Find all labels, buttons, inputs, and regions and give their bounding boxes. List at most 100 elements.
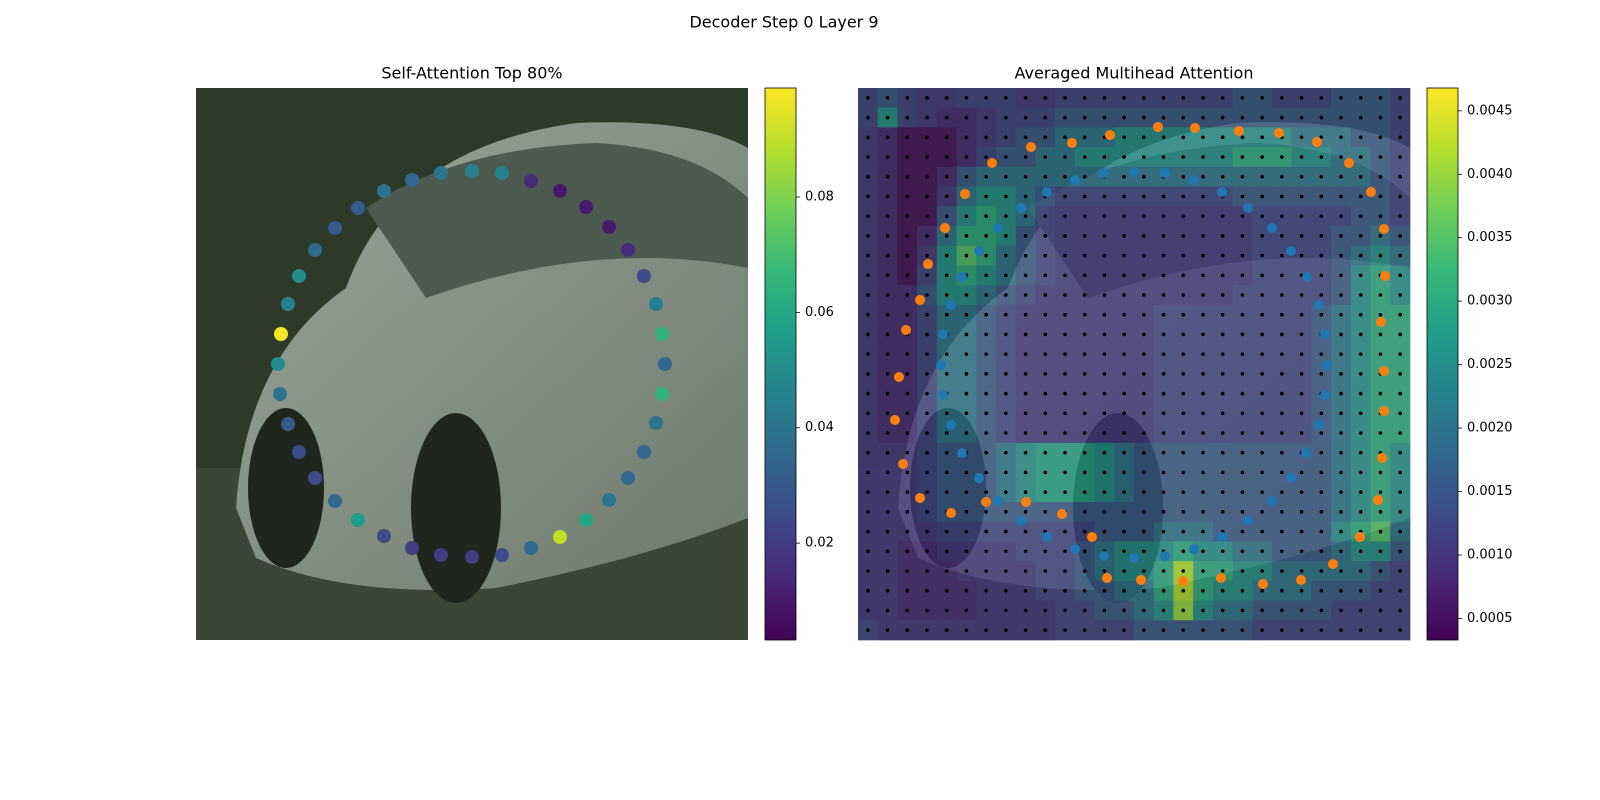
grid-dot [1142,628,1146,632]
grid-dot [1043,174,1048,179]
grid-dot [1004,234,1008,238]
grid-dot [1181,312,1186,317]
grid-dot [984,332,988,337]
grid-dot [1378,174,1383,179]
grid-dot [944,293,949,297]
attention-point [274,327,288,341]
grid-dot [1201,372,1205,376]
grid-dot [1240,234,1245,238]
grid-dot [1378,312,1383,317]
grid-dot [1023,273,1028,278]
keypoint [1217,532,1227,542]
grid-dot [1220,588,1225,593]
grid-dot [944,253,949,258]
grid-dot [1122,391,1126,396]
grid-dot [1102,214,1107,218]
grid-dot [1122,96,1126,100]
grid-dot [944,273,949,278]
grid-dot [1260,293,1264,297]
keypoint [987,158,997,168]
grid-dot [1161,628,1166,632]
grid-dot [1102,431,1107,435]
grid-dot [1181,411,1186,416]
grid-dot [964,155,969,159]
grid-dot [1201,431,1205,435]
grid-dot [905,293,910,297]
grid-dot [964,214,969,218]
attention-point [281,297,295,311]
grid-dot [1082,529,1087,534]
grid-dot [1102,96,1107,100]
grid-dot [866,431,870,435]
grid-dot [1181,450,1186,455]
grid-dot [1023,431,1028,435]
keypoint [938,390,948,400]
grid-dot [1299,293,1304,297]
grid-dot [984,372,988,376]
grid-dot [1122,174,1126,179]
grid-dot [1378,490,1383,494]
grid-dot [1398,312,1402,317]
grid-dot [1339,194,1343,199]
grid-dot [1358,312,1363,317]
grid-dot [1082,194,1087,199]
grid-dot [866,549,870,554]
grid-dot [944,155,949,159]
grid-dot [1161,155,1166,159]
attention-point [292,445,306,459]
keypoint [1057,509,1067,519]
grid-dot [1299,510,1304,514]
grid-dot [1220,115,1225,120]
keypoint [936,360,946,370]
grid-dot [1358,549,1363,554]
grid-dot [1082,372,1087,376]
grid-dot [1082,273,1087,278]
grid-dot [1161,115,1166,120]
grid-dot [1004,549,1008,554]
grid-dot [1220,470,1225,475]
grid-dot [1082,115,1087,120]
grid-dot [1201,490,1205,494]
grid-dot [1299,352,1304,356]
grid-dot [1299,549,1304,554]
grid-dot [1378,155,1383,159]
grid-dot [1102,352,1107,356]
grid-dot [1063,273,1067,278]
grid-dot [1004,391,1008,396]
grid-dot [905,115,910,120]
grid-dot [1220,174,1225,179]
grid-dot [1299,332,1304,337]
attention-point [649,297,663,311]
keypoint [1286,473,1296,483]
grid-dot [1378,115,1383,120]
grid-dot [1220,411,1225,416]
grid-dot [866,352,870,356]
grid-dot [1339,372,1343,376]
keypoint [1366,187,1376,197]
grid-dot [1063,490,1067,494]
keypoint [1380,271,1390,281]
grid-dot [1181,529,1186,534]
grid-dot [866,253,870,258]
grid-dot [1142,174,1146,179]
grid-dot [885,470,890,475]
grid-dot [1240,470,1245,475]
grid-dot [1122,510,1126,514]
grid-dot [1220,352,1225,356]
grid-dot [1181,549,1186,554]
grid-dot [1181,115,1186,120]
grid-dot [1122,450,1126,455]
grid-dot [1260,549,1264,554]
grid-dot [1201,155,1205,159]
grid-dot [885,569,890,573]
grid-dot [905,608,910,613]
grid-dot [1398,194,1402,199]
grid-dot [1240,332,1245,337]
grid-dot [1181,234,1186,238]
keypoint [1190,123,1200,133]
grid-dot [1339,352,1343,356]
grid-dot [1398,214,1402,218]
grid-dot [1043,411,1048,416]
grid-dot [905,312,910,317]
grid-dot [1201,450,1205,455]
